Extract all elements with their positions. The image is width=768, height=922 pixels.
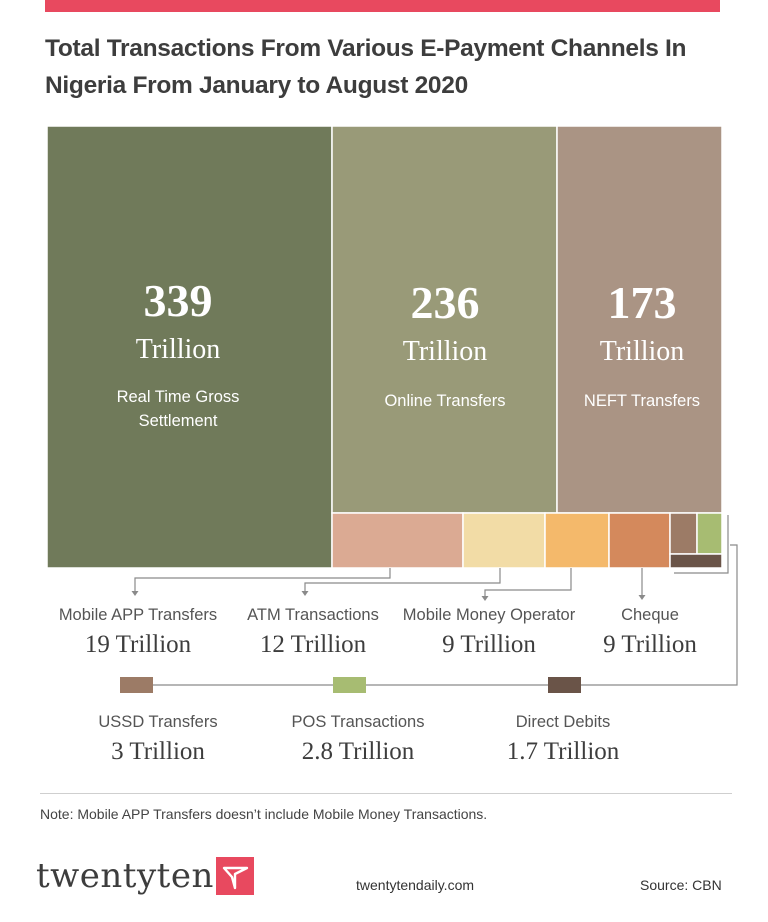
item-value: 9 Trillion: [603, 631, 697, 658]
mobile-app-block: [331, 512, 464, 569]
source-label: Source: CBN: [640, 877, 722, 893]
item-value: 19 Trillion: [85, 631, 192, 658]
legend-swatch: [120, 677, 153, 693]
footnote: Note: Mobile APP Transfers doesn’t inclu…: [40, 806, 488, 822]
block-label: NEFT Transfers: [584, 392, 700, 410]
pos-block: [696, 512, 723, 555]
item-label: POS Transactions: [292, 713, 425, 731]
block-value: 173: [608, 277, 677, 328]
legend-swatch: [548, 677, 581, 693]
connector-line: [134, 568, 391, 592]
item-value: 9 Trillion: [442, 631, 536, 658]
item-value: 2.8 Trillion: [302, 738, 415, 765]
block-unit: Trillion: [403, 336, 488, 367]
item-label: Direct Debits: [516, 713, 610, 731]
connector-line: [484, 568, 572, 598]
item-label: USSD Transfers: [98, 713, 217, 731]
item-label: Mobile APP Transfers: [59, 606, 217, 624]
block-value: 236: [411, 277, 480, 328]
arrowhead: [301, 591, 309, 596]
connector-line: [141, 544, 738, 686]
treemap-chart: 339 Trillion Real Time Gross Settlement 236 T…: [46, 125, 738, 765]
legend-swatch: [333, 677, 366, 693]
block-unit: Trillion: [600, 336, 685, 367]
chart-title: Total Transactions From Various E-Paymen…: [45, 35, 687, 99]
block-label: Settlement: [139, 412, 218, 430]
online-transfers-block: [331, 125, 558, 514]
ussd-block: [669, 512, 698, 555]
brand-logo-icon: [216, 857, 254, 895]
block-unit: Trillion: [136, 334, 221, 365]
cheque-block: [608, 512, 671, 569]
divider: [40, 793, 732, 794]
block-label: Online Transfers: [384, 392, 505, 410]
item-label: Mobile Money Operator: [403, 606, 576, 624]
brand-wordmark: twentyten: [36, 856, 214, 896]
arrowhead: [638, 595, 646, 600]
item-value: 1.7 Trillion: [507, 738, 620, 765]
atm-block: [462, 512, 546, 569]
arrowhead: [481, 596, 489, 601]
top-accent-bar: [45, 0, 720, 12]
arrowhead: [131, 591, 139, 596]
block-label: Real Time Gross: [117, 388, 240, 406]
connector-line: [304, 568, 501, 592]
block-value: 339: [144, 275, 213, 326]
connector-line: [674, 515, 729, 574]
neft-block: [556, 125, 723, 514]
mobile-money-block: [544, 512, 610, 569]
item-value: 3 Trillion: [111, 738, 205, 765]
item-label: Cheque: [621, 606, 679, 624]
website-link[interactable]: twentytendaily.com: [356, 877, 475, 893]
direct-debits-block: [669, 553, 723, 569]
item-value: 12 Trillion: [260, 631, 367, 658]
item-label: ATM Transactions: [247, 606, 379, 624]
